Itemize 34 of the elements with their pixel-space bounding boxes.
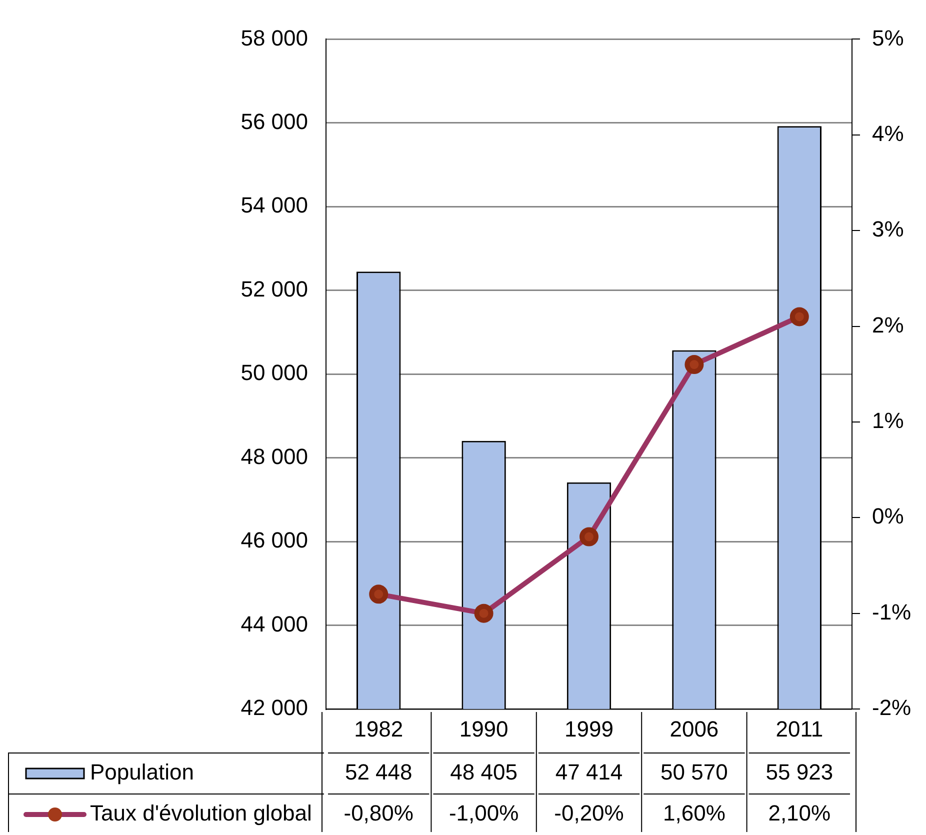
data-label: -0,80% bbox=[344, 800, 414, 826]
x-tick-label: 1982 bbox=[354, 716, 404, 742]
y2-tick-label: 1% bbox=[872, 408, 904, 434]
x-tick-label: 2006 bbox=[670, 716, 719, 742]
y-tick-label: 50 000 bbox=[240, 360, 308, 386]
data-label: 50 570 bbox=[660, 760, 728, 785]
data-label: -0,20% bbox=[554, 800, 624, 826]
y-tick-label: 54 000 bbox=[240, 192, 308, 218]
y2-tick-label: 4% bbox=[872, 120, 904, 146]
data-label: 48 405 bbox=[450, 760, 518, 785]
data-label: 1,60% bbox=[663, 800, 726, 826]
y2-tick-label: 3% bbox=[872, 216, 904, 242]
y-tick-label: 48 000 bbox=[240, 444, 308, 469]
data-label: 52 448 bbox=[344, 760, 412, 785]
y2-tick-label: -2% bbox=[872, 695, 912, 720]
data-label: 47 414 bbox=[555, 760, 623, 785]
legend-label: Taux d'évolution global bbox=[90, 800, 312, 826]
y-tick-label: 58 000 bbox=[240, 25, 308, 50]
y2-tick-label: -1% bbox=[872, 599, 912, 624]
x-tick-label: 1999 bbox=[564, 716, 614, 742]
y-tick-label: 52 000 bbox=[240, 276, 308, 302]
data-label: 55 923 bbox=[766, 760, 834, 785]
x-tick-label: 2011 bbox=[776, 716, 824, 742]
y-tick-label: 56 000 bbox=[240, 108, 308, 134]
y-tick-label: 46 000 bbox=[240, 528, 308, 553]
data-label: 2,10% bbox=[768, 800, 831, 826]
y-tick-label: 42 000 bbox=[240, 695, 308, 720]
data-label: -1,00% bbox=[448, 800, 519, 826]
y-tick-label: 44 000 bbox=[240, 611, 308, 636]
y2-tick-label: 2% bbox=[872, 312, 904, 338]
legend-label: Population bbox=[90, 760, 194, 785]
y2-tick-label: 5% bbox=[872, 25, 904, 50]
y2-tick-label: 0% bbox=[872, 504, 904, 529]
x-tick-label: 1990 bbox=[459, 716, 508, 742]
